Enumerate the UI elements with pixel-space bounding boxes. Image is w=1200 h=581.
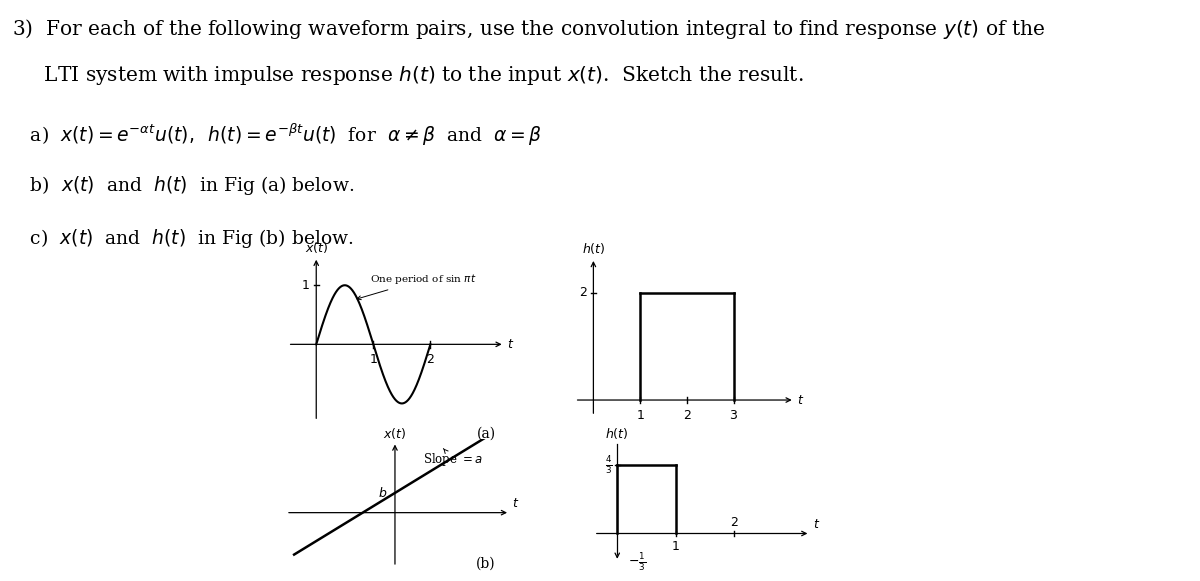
Text: $1$: $1$ <box>368 353 378 366</box>
Text: Slope $= a$: Slope $= a$ <box>424 449 484 468</box>
Text: $h(t)$: $h(t)$ <box>582 242 605 256</box>
Text: $\frac{4}{3}$: $\frac{4}{3}$ <box>605 454 612 476</box>
Text: $t$: $t$ <box>814 518 821 531</box>
Text: $x(t)$: $x(t)$ <box>305 239 328 254</box>
Text: 3)  For each of the following waveform pairs, use the convolution integral to fi: 3) For each of the following waveform pa… <box>12 17 1045 41</box>
Text: (a): (a) <box>476 427 496 441</box>
Text: $x(t)$: $x(t)$ <box>383 426 407 440</box>
Text: One period of sin $\pi t$: One period of sin $\pi t$ <box>358 272 476 300</box>
Text: $t$: $t$ <box>512 497 520 510</box>
Text: $2$: $2$ <box>580 286 588 299</box>
Text: b)  $x(t)$  and  $h(t)$  in Fig (a) below.: b) $x(t)$ and $h(t)$ in Fig (a) below. <box>12 174 354 198</box>
Text: $t$: $t$ <box>797 393 804 407</box>
Text: $1$: $1$ <box>301 279 310 292</box>
Text: $-\frac{1}{3}$: $-\frac{1}{3}$ <box>628 551 646 573</box>
Text: $h(t)$: $h(t)$ <box>606 426 629 441</box>
Text: $1$: $1$ <box>636 408 644 422</box>
Text: c)  $x(t)$  and  $h(t)$  in Fig (b) below.: c) $x(t)$ and $h(t)$ in Fig (b) below. <box>12 227 354 250</box>
Text: $t$: $t$ <box>508 338 515 351</box>
Text: $2$: $2$ <box>683 408 691 422</box>
Text: $2$: $2$ <box>426 353 434 366</box>
Text: $1$: $1$ <box>671 540 680 553</box>
Text: a)  $x(t) = e^{-\alpha t}u(t),\;\; h(t) = e^{-\beta t}u(t)$  for  $\alpha \neq \: a) $x(t) = e^{-\alpha t}u(t),\;\; h(t) =… <box>12 122 542 148</box>
Text: (b): (b) <box>476 557 496 571</box>
Text: $b$: $b$ <box>378 486 388 500</box>
Text: $3$: $3$ <box>730 408 738 422</box>
Text: $2$: $2$ <box>730 517 738 529</box>
Text: LTI system with impulse response $h(t)$ to the input $x(t)$.  Sketch the result.: LTI system with impulse response $h(t)$ … <box>12 64 804 87</box>
